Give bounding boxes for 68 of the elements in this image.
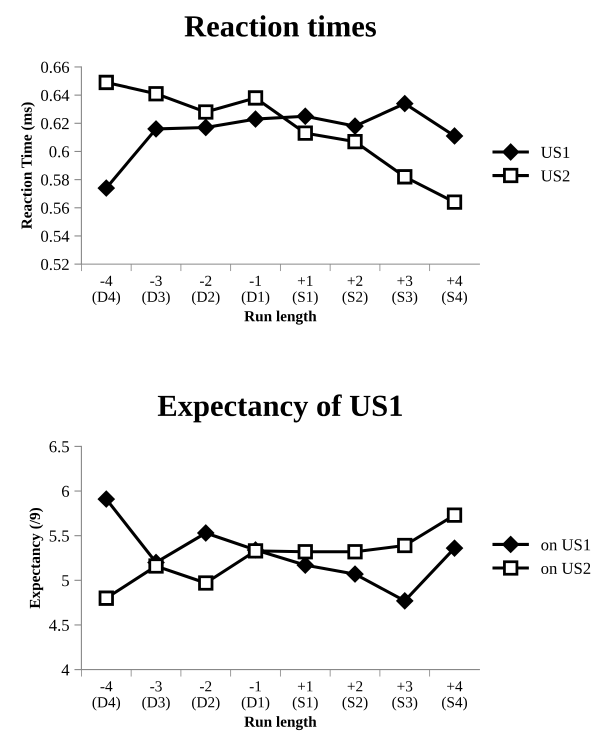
point: [446, 540, 463, 556]
point: [148, 558, 164, 574]
point: [98, 74, 114, 90]
legend-label: on US1: [541, 539, 590, 550]
y-tick-label: 6: [62, 486, 70, 497]
point: [247, 110, 264, 128]
x-tick-label: -3 (D3): [142, 681, 170, 711]
legend-label: US2: [541, 170, 570, 182]
point: [446, 194, 462, 210]
point: [446, 508, 462, 523]
y-tick-label: 0.58: [41, 174, 69, 186]
y-tick-label: 0.62: [41, 118, 69, 130]
point: [396, 95, 414, 112]
point: [397, 169, 412, 184]
point: [148, 120, 164, 138]
x-tick-label: +4 (S4): [442, 681, 467, 711]
y-tick-label: 0.64: [41, 90, 70, 102]
y-axis-title: Expectancy (/9): [29, 508, 44, 608]
y-tick-label: 0.66: [41, 62, 70, 73]
point: [347, 134, 363, 150]
x-tick-label: -2 (D2): [192, 681, 220, 711]
y-tick-label: 0.52: [41, 258, 69, 270]
point: [198, 104, 214, 120]
x-tick-label: +3 (S3): [392, 276, 418, 306]
x-tick-label: +2 (S2): [342, 681, 368, 711]
point: [297, 108, 314, 125]
point: [346, 118, 364, 134]
chart-title: Reaction times: [184, 15, 376, 37]
x-tick-label: +2 (S2): [342, 276, 368, 306]
legend-label: on US2: [541, 562, 590, 574]
x-axis-title: Run length: [244, 310, 316, 325]
y-tick-label: 5: [62, 575, 69, 586]
x-tick-label: +1 (S1): [292, 681, 318, 711]
legend-label: US1: [541, 146, 570, 158]
y-tick-label: 4.5: [49, 620, 69, 631]
point: [346, 566, 364, 582]
point: [248, 90, 264, 106]
chart-title: Expectancy of US1: [158, 394, 402, 422]
x-tick-label: -1 (D1): [242, 681, 270, 711]
y-axis-title: Reaction Time (ms): [21, 102, 35, 230]
y-tick-label: 6.5: [49, 441, 69, 452]
x-axis-title: Run length: [244, 716, 316, 730]
x-tick-label: -4 (D4): [92, 681, 120, 711]
point: [347, 544, 363, 560]
point: [198, 119, 214, 136]
x-tick-label: -3 (D3): [142, 276, 170, 306]
x-tick-label: +4 (S4): [442, 276, 467, 306]
y-tick-label: 0.56: [41, 202, 70, 214]
y-tick-label: 0.6: [49, 146, 70, 158]
point: [148, 86, 164, 102]
point: [198, 575, 214, 591]
point: [397, 538, 412, 554]
x-tick-label: -4 (D4): [92, 276, 120, 306]
point: [98, 490, 115, 508]
point: [298, 544, 313, 560]
point: [198, 524, 214, 542]
x-tick-label: -1 (D1): [242, 276, 270, 306]
x-tick-label: +1 (S1): [292, 276, 318, 306]
x-tick-label: -2 (D2): [192, 276, 220, 306]
point: [446, 128, 463, 144]
point: [98, 590, 114, 606]
point: [298, 126, 313, 141]
y-tick-label: 0.54: [41, 230, 70, 242]
point: [98, 180, 115, 196]
y-tick-label: 5.5: [50, 530, 69, 542]
x-tick-label: +3 (S3): [392, 681, 418, 711]
y-tick-label: 4: [62, 664, 70, 676]
point: [396, 592, 414, 610]
